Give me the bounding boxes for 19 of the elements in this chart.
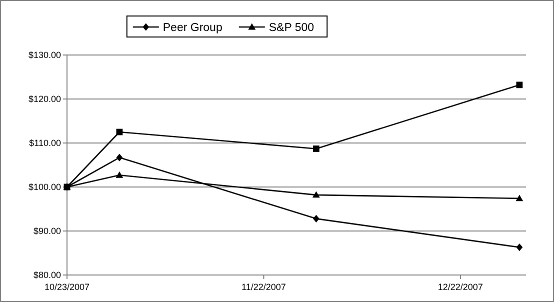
legend-label: Peer Group: [162, 22, 222, 34]
point: [516, 82, 523, 88]
x-tick-label: 12/22/2007: [438, 282, 483, 292]
x-tick-label: 11/22/2007: [242, 282, 286, 292]
point: [312, 146, 320, 152]
y-tick-label: $130.00: [28, 50, 61, 60]
point: [116, 154, 123, 162]
point: [312, 214, 320, 222]
y-tick-label: $110.00: [29, 138, 61, 148]
y-tick-label: $100.00: [28, 182, 61, 192]
point: [116, 171, 124, 178]
point: [312, 191, 320, 198]
legend-label: S&P 500: [268, 22, 314, 34]
point: [516, 194, 524, 202]
point: [516, 243, 523, 252]
y-tick-label: $120.00: [28, 94, 61, 104]
y-tick-label: $80.00: [33, 270, 61, 280]
x-tick-label: 10/23/2007: [44, 282, 90, 292]
y-tick-label: $90.00: [33, 226, 61, 236]
